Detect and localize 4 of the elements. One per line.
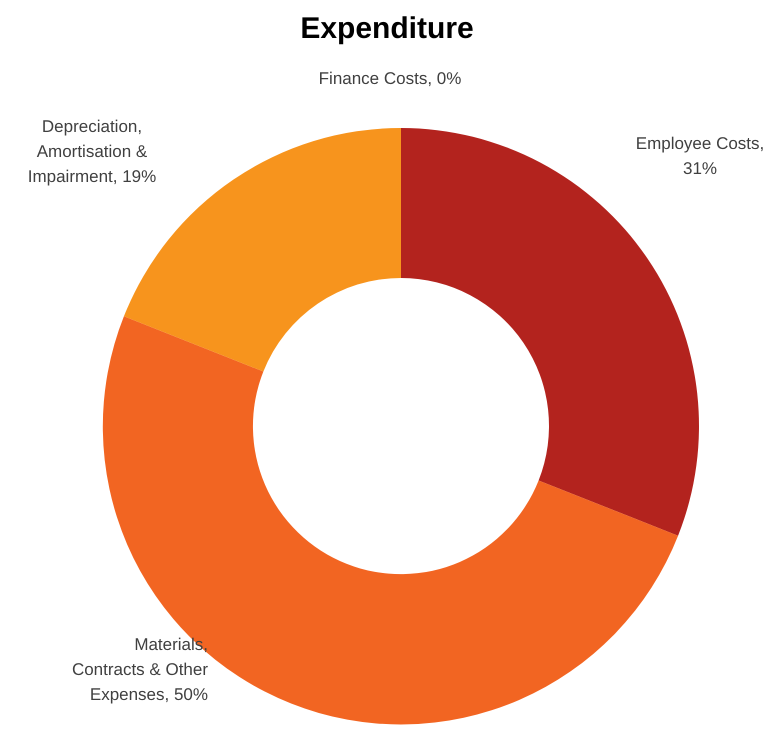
chart-title: Expenditure: [300, 12, 474, 45]
slice-label: Depreciation, Amortisation & Impairment, 19%: [28, 117, 156, 186]
slice-label: Employee Costs, 31%: [636, 134, 764, 178]
category-label: Finance Costs, 0%: [318, 69, 462, 88]
